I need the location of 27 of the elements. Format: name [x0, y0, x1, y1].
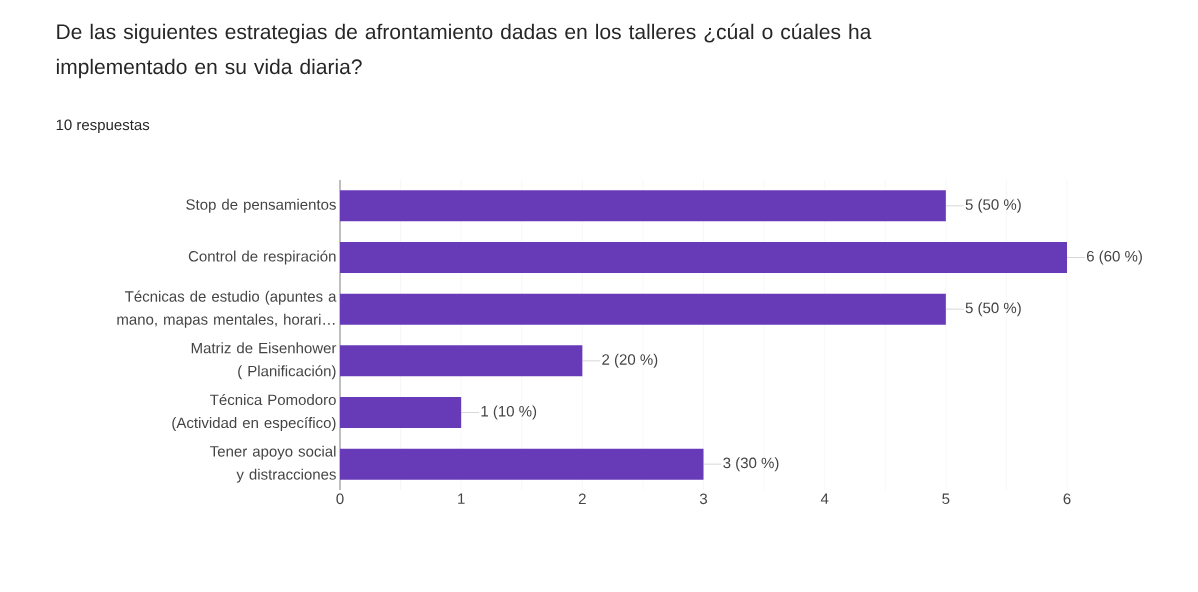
bar [340, 345, 583, 377]
text: 10 respuestas [56, 119, 150, 134]
bar [340, 293, 946, 325]
y-tick-label: Control de respiración [188, 250, 336, 265]
data-label: 5 (50 %) [965, 302, 1021, 317]
x-tick-label: 5 [942, 493, 950, 504]
data-label: 3 (30 %) [723, 457, 779, 472]
y-tick-label: Técnica Pomodoro (Actividad en específico) [172, 393, 336, 432]
bar [340, 448, 704, 480]
data-label: 1 (10 %) [481, 405, 537, 420]
y-tick-label: Tener apoyo social y distracciones [210, 445, 336, 483]
x-tick-label: 4 [820, 493, 829, 504]
x-tick-label: 3 [699, 493, 708, 505]
y-tick-label: Técnicas de estudio (apuntes a mano, mapas mentales, horari… [117, 290, 337, 328]
bar [340, 242, 1067, 273]
x-tick-label: 0 [336, 493, 344, 505]
x-tick-label: 2 [578, 493, 586, 505]
data-label: 6 (60 %) [1086, 250, 1142, 265]
data-label: 2 (20 %) [602, 353, 658, 368]
bar [340, 190, 946, 222]
x-tick-label: 6 [1063, 493, 1071, 505]
chart-title: De las siguientes estrategias de afrontamiento dadas en los talleres ¿cúal o cúales ha implementado en su vida diaria? [56, 23, 872, 79]
bar [340, 397, 462, 428]
data-label: 5 (50 %) [965, 198, 1021, 213]
y-tick-label: Stop de pensamientos [186, 198, 336, 213]
y-tick-label: Matriz de Eisenhower ( Planificación) [191, 342, 337, 380]
x-tick-label: 1 [458, 493, 465, 504]
